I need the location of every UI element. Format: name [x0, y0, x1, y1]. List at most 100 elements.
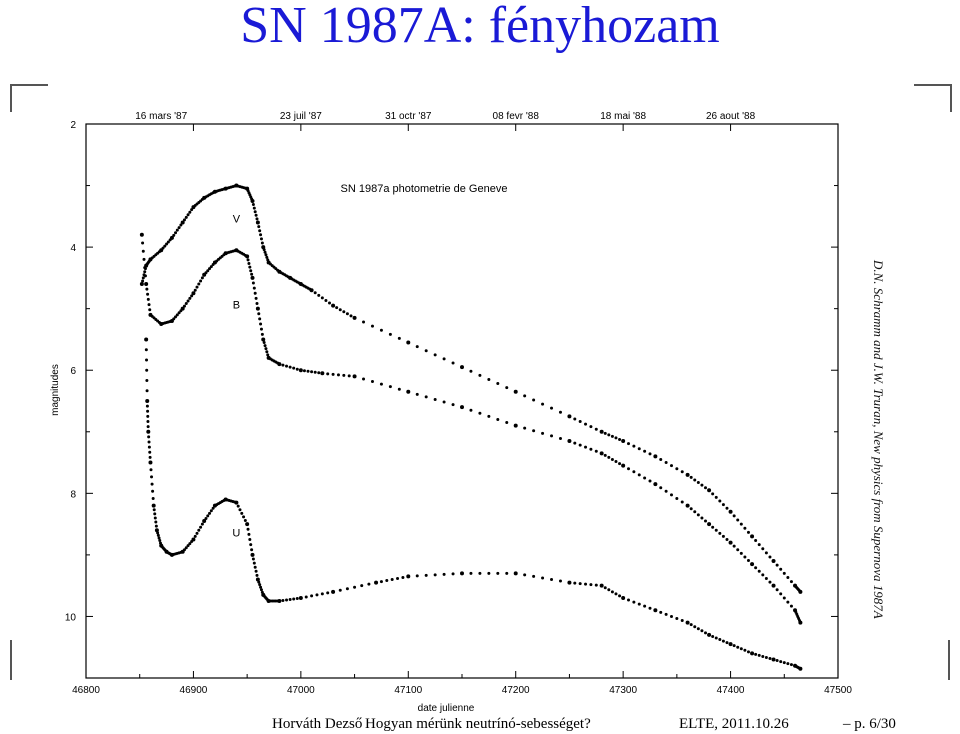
- data-point-fill: [153, 516, 157, 520]
- data-point-fill: [186, 299, 190, 303]
- data-point-fill: [594, 449, 598, 453]
- data-point: [406, 340, 411, 345]
- data-point-fill: [259, 588, 263, 592]
- data-point-fill: [370, 380, 374, 384]
- data-point-fill: [285, 598, 289, 602]
- frame-corner-top-right: [914, 84, 952, 112]
- data-point-fill: [259, 237, 263, 241]
- axis-ticks: [85, 123, 839, 679]
- data-point-fill: [172, 233, 176, 237]
- x-tick-label: 47300: [609, 685, 637, 696]
- data-point: [309, 288, 314, 293]
- data-point: [139, 232, 144, 237]
- data-point: [771, 583, 776, 588]
- frame-corner-top-left: [10, 84, 48, 112]
- data-point-fill: [156, 531, 160, 535]
- data-point-fill: [442, 572, 446, 576]
- data-point-fill: [637, 602, 641, 606]
- data-point: [191, 537, 196, 542]
- data-point-fill: [353, 585, 357, 589]
- data-point: [180, 306, 185, 311]
- data-point-fill: [184, 302, 188, 306]
- data-point: [202, 519, 207, 524]
- data-point-fill: [362, 377, 366, 381]
- data-point-fill: [264, 347, 268, 351]
- data-point: [277, 362, 282, 367]
- data-point-fill: [523, 573, 527, 577]
- data-point: [653, 482, 658, 487]
- data-point-fill: [253, 565, 257, 569]
- data-point: [621, 439, 626, 444]
- data-point-fill: [523, 394, 527, 398]
- data-point-fill: [578, 420, 582, 424]
- data-point-fill: [594, 427, 598, 431]
- y-tick-label: 6: [70, 366, 76, 377]
- data-point-fill: [469, 571, 473, 575]
- data-point-fill: [141, 276, 145, 280]
- data-point-fill: [199, 525, 203, 529]
- data-point-fill: [725, 506, 729, 510]
- data-point: [798, 589, 803, 594]
- data-point-fill: [250, 548, 254, 552]
- data-point-fill: [532, 429, 536, 433]
- data-point-fill: [246, 527, 250, 531]
- data-point: [567, 439, 572, 444]
- data-point-fill: [265, 350, 269, 354]
- data-point-fill: [292, 366, 296, 370]
- data-point-fill: [442, 400, 446, 404]
- data-point-fill: [388, 385, 392, 389]
- data-point: [728, 642, 733, 647]
- data-point-fill: [648, 479, 652, 483]
- x-tick-label: 47500: [824, 685, 852, 696]
- data-point-fill: [786, 600, 790, 604]
- data-point-fill: [397, 387, 401, 391]
- data-point: [567, 414, 572, 419]
- data-point: [460, 365, 464, 370]
- data-point-fill: [209, 265, 213, 269]
- data-point-fill: [248, 538, 252, 541]
- data-point-fill: [345, 312, 349, 316]
- data-point: [298, 368, 303, 373]
- top-date-label: 18 mai '88: [600, 111, 646, 122]
- data-point-fill: [151, 489, 155, 493]
- data-point-fill: [746, 650, 750, 654]
- data-point-fill: [693, 625, 697, 629]
- data-point-fill: [199, 279, 203, 283]
- data-point-fill: [379, 382, 383, 386]
- data-point-fill: [385, 579, 389, 583]
- data-point-fill: [141, 279, 145, 283]
- data-point-fill: [768, 555, 772, 559]
- data-point-fill: [659, 610, 663, 614]
- data-point-fill: [197, 282, 201, 286]
- data-point-fill: [238, 508, 242, 512]
- data-point-fill: [732, 644, 736, 648]
- data-point: [771, 657, 776, 662]
- data-point-fill: [643, 476, 647, 480]
- data-point-fill: [782, 661, 786, 665]
- data-point-fill: [424, 573, 428, 577]
- data-point-fill: [711, 525, 715, 529]
- frame-corner-bottom-left: [10, 640, 22, 680]
- data-point-fill: [415, 392, 419, 396]
- data-point-fill: [265, 255, 269, 259]
- data-point-fill: [775, 659, 779, 663]
- data-point-fill: [252, 206, 256, 210]
- data-point-fill: [700, 629, 704, 633]
- data-point-fill: [718, 499, 722, 503]
- data-point-fill: [143, 270, 147, 274]
- data-point-fill: [197, 528, 201, 532]
- data-point-fill: [150, 482, 154, 486]
- data-point-fill: [175, 228, 179, 232]
- data-point-fill: [144, 348, 148, 352]
- data-point-fill: [209, 509, 213, 513]
- data-point-fill: [315, 593, 319, 597]
- data-point-fill: [614, 592, 618, 596]
- data-point-fill: [317, 371, 321, 375]
- data-point-fill: [193, 534, 197, 538]
- data-point-fill: [696, 627, 700, 631]
- data-point-fill: [496, 417, 500, 421]
- data-point-fill: [664, 489, 668, 493]
- data-point-fill: [675, 467, 679, 471]
- data-point-fill: [664, 612, 668, 616]
- x-axis-label: date julienne: [418, 703, 475, 714]
